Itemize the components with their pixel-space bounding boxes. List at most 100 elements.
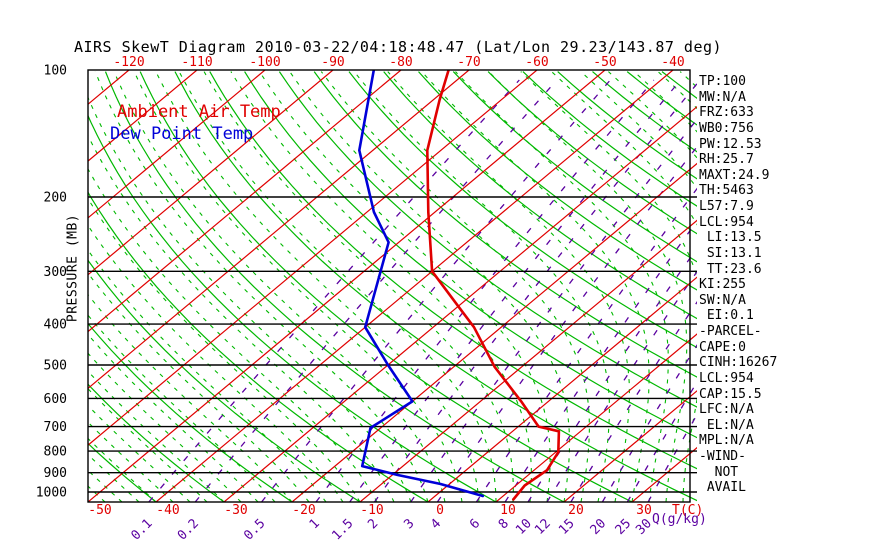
moist-adiabat-line: [88, 197, 361, 502]
bottom-temp-label: 0: [436, 503, 444, 518]
dry-adiabat-line: [244, 71, 697, 439]
moist-adiabat-line: [387, 71, 630, 502]
moist-adiabat-line: [88, 167, 378, 502]
top-temp-label: -120: [113, 55, 144, 70]
dry-adiabat-line: [592, 71, 697, 153]
moist-adiabat-line: [455, 71, 669, 502]
mixing-ratio-label: 4: [428, 516, 444, 532]
dry-adiabat-line: [88, 322, 293, 502]
mixing-ratio-label: 0.2: [175, 516, 202, 543]
bottom-temp-label: -50: [88, 503, 111, 518]
moist-adiabat-line: [289, 71, 571, 502]
stat-line: MW:N/A: [699, 89, 746, 105]
mixing-ratio-label: 8: [496, 516, 512, 532]
pressure-label: 800: [44, 445, 67, 460]
stat-line: MPL:N/A: [699, 433, 754, 449]
stat-line: -PARCEL-: [699, 324, 762, 339]
top-temp-label: -70: [457, 55, 480, 70]
moist-adiabat-line: [113, 71, 446, 502]
temp-unit-label: T(C): [672, 503, 703, 518]
dry-adiabat-line: [487, 71, 697, 235]
moist-adiabat-line: [421, 71, 650, 502]
mixing-ratio-label: 25: [613, 516, 635, 538]
bottom-temp-label: -10: [360, 503, 383, 518]
stat-line: AVAIL: [699, 480, 746, 496]
pressure-label: 300: [44, 265, 67, 280]
mixing-ratio-label: 20: [588, 516, 610, 538]
pressure-label: 900: [44, 466, 67, 481]
moist-adiabat-line: [88, 314, 276, 502]
dry-adiabat-line: [139, 71, 633, 502]
dry-adiabat-line: [522, 71, 697, 207]
stat-line: TP:100: [699, 74, 746, 89]
legend-ambient-temp: Ambient Air Temp: [117, 102, 281, 122]
dry-adiabat-line: [348, 71, 697, 349]
top-temp-label: -100: [249, 55, 280, 70]
isotherm-line: [563, 390, 697, 502]
bottom-temp-label: -30: [224, 503, 247, 518]
mixing-ratio-label: 12: [532, 516, 554, 538]
isotherm-line: [88, 70, 402, 333]
top-temp-label: -80: [389, 55, 412, 70]
top-temp-label: -50: [593, 55, 616, 70]
isotherm-line: [88, 70, 334, 276]
stat-line: SI:13.1: [699, 245, 762, 261]
stat-line: FRZ:633: [699, 105, 754, 121]
stat-line: LI:13.5: [699, 230, 762, 246]
stats-panel: TP:100 MW:N/A FRZ:633 WB0:756 PW:12.53 RH:25.…: [699, 74, 777, 496]
moist-adiabat-line: [320, 71, 590, 502]
stat-line: TT:23.6: [699, 261, 762, 277]
mixing-ratio-line: [436, 145, 697, 502]
stat-line: L57:7.9: [699, 199, 754, 214]
mixing-ratio-line: [527, 247, 697, 502]
mixing-ratio-label: 0.1: [128, 516, 155, 543]
isotherm-line: [495, 333, 697, 502]
mixing-ratio-line: [315, 79, 655, 502]
bottom-temp-label: -20: [292, 503, 315, 518]
isotherm-line: [223, 105, 697, 502]
chart-title: AIRS SkewT Diagram 2010-03-22/04:18:48.4…: [73, 38, 723, 56]
stat-line: EI:0.1: [699, 308, 754, 324]
moist-adiabat-line: [203, 71, 514, 502]
moist-adiabat-line: [353, 71, 610, 502]
stat-line: TH:5463: [699, 183, 754, 199]
dry-adiabat-line: [383, 71, 697, 320]
mixing-ratio-label: 6: [467, 516, 483, 532]
dry-adiabat-line: [88, 383, 225, 502]
pressure-label: 600: [44, 392, 67, 407]
isotherm-line: [88, 70, 266, 219]
stat-line: PW:12.53: [699, 136, 762, 152]
bottom-temp-label: 10: [500, 503, 516, 518]
bottom-temp-label: 30: [636, 503, 652, 518]
bottom-temp-label: 20: [568, 503, 584, 518]
stat-line: SW:N/A: [699, 292, 746, 308]
mixing-ratio-label: 2: [365, 516, 381, 532]
isotherm-line: [88, 70, 606, 502]
stat-line: KI:255: [699, 277, 746, 293]
isotherm-line: [359, 219, 697, 502]
moist-adiabat-line: [88, 485, 106, 502]
moist-adiabat-line: [88, 469, 123, 502]
dry-adiabat-line: [88, 259, 361, 502]
temp-curve: [425, 70, 561, 501]
stat-line: NOT: [699, 464, 739, 480]
dry-adiabat-line: [174, 71, 697, 502]
moist-adiabat-line: [230, 71, 532, 502]
moist-adiabat-line: [88, 272, 310, 502]
top-temp-label: -40: [661, 55, 684, 70]
dry-adiabat-line: [104, 71, 565, 502]
mixing-ratio-label: 15: [556, 516, 578, 538]
stat-line: RH:25.7: [699, 152, 754, 168]
isotherm-line: [88, 70, 470, 390]
q-unit-label: Q(g/kg): [652, 512, 707, 527]
moist-adiabat-line: [259, 71, 551, 502]
isotherm-line: [155, 70, 674, 502]
stat-line: EL:N/A: [699, 417, 754, 433]
stat-line: LCL:954: [699, 214, 754, 230]
moist-adiabat-line: [155, 71, 480, 502]
moist-adiabat-line: [88, 333, 259, 502]
stat-line: MAXT:24.9: [699, 167, 770, 183]
moist-adiabat-line: [88, 134, 395, 502]
dewpoint-curve: [357, 70, 485, 498]
